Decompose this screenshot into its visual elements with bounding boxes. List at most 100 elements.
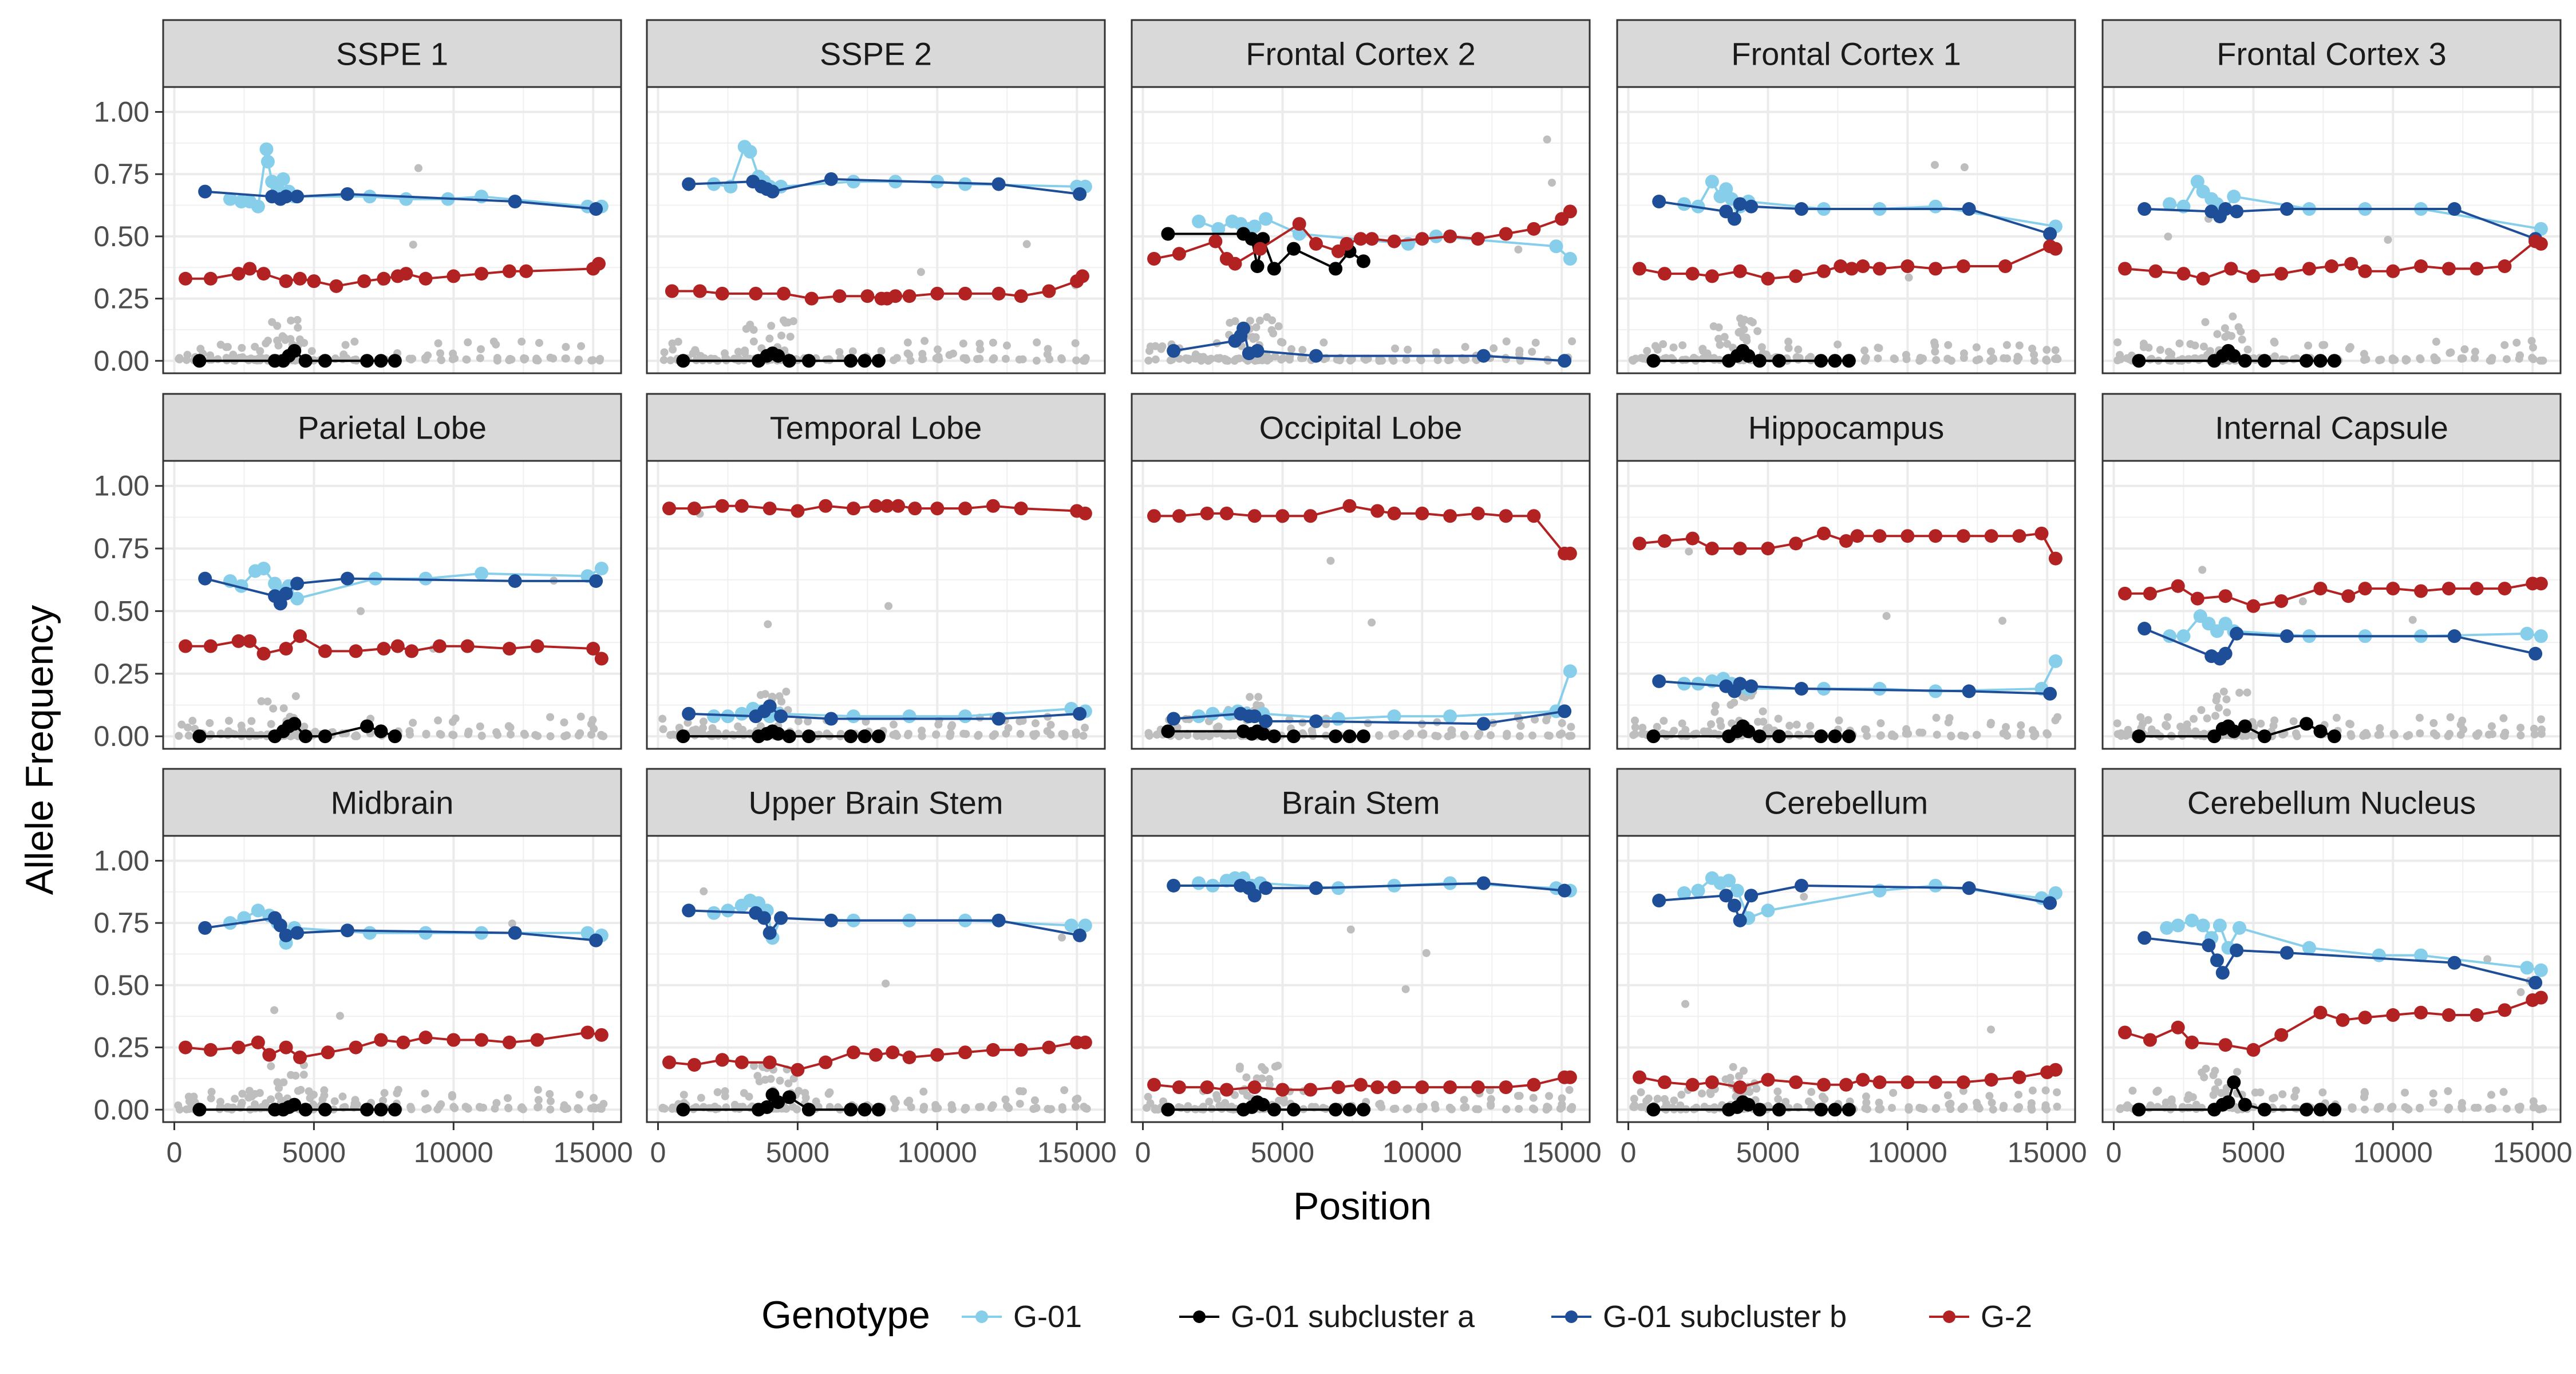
background-point <box>1931 1104 1940 1113</box>
background-point <box>1860 357 1869 365</box>
background-point <box>1662 1100 1670 1108</box>
data-point-g01 <box>2048 654 2063 668</box>
data-point-g01-subcluster-b <box>1247 709 1262 724</box>
background-point <box>534 1103 542 1112</box>
data-point-g01-subcluster-a <box>1356 254 1370 269</box>
data-point-g2 <box>2148 264 2163 278</box>
background-point <box>1059 730 1068 739</box>
data-point-g01 <box>1929 878 1943 893</box>
data-point-g2 <box>1901 259 1915 274</box>
background-point <box>1709 1104 1717 1113</box>
background-point <box>2512 338 2521 347</box>
background-point <box>2028 344 2037 353</box>
data-point-g01-subcluster-b <box>589 933 603 947</box>
background-point <box>475 1103 484 1111</box>
data-point-g01 <box>1206 706 1220 721</box>
data-point-g2 <box>243 262 257 276</box>
data-point-g01-subcluster-a <box>760 1100 774 1114</box>
data-point-g01 <box>1691 883 1705 898</box>
background-point <box>2516 731 2525 740</box>
background-point <box>1417 356 1425 365</box>
facet-strip <box>646 393 1106 462</box>
background-point <box>267 720 275 728</box>
data-point-g01-subcluster-a <box>2327 1103 2341 1117</box>
data-point-g01-subcluster-a <box>2300 717 2314 731</box>
data-point-g01-subcluster-b <box>991 913 1006 927</box>
background-point <box>489 337 498 346</box>
panel-border <box>2101 460 2562 750</box>
data-point-g2 <box>1014 502 1028 516</box>
data-point-g2 <box>665 284 679 298</box>
data-point-g2 <box>1789 536 1803 551</box>
data-point-g2 <box>2313 582 2328 596</box>
data-point-g2 <box>1387 1080 1401 1095</box>
panel-background <box>1132 87 1590 373</box>
background-point <box>257 697 266 705</box>
background-point <box>1080 356 1088 365</box>
data-point-g2 <box>1303 509 1318 523</box>
data-point-g01-subcluster-b <box>2043 686 2057 701</box>
data-point-g01-subcluster-b <box>1073 706 1087 721</box>
data-point-g2 <box>1219 1083 1234 1097</box>
data-point-g2 <box>958 502 973 516</box>
background-point <box>1251 334 1260 342</box>
background-point <box>1515 1092 1524 1100</box>
data-point-g01-subcluster-a <box>871 729 886 744</box>
background-point <box>920 337 929 345</box>
background-point <box>659 356 668 364</box>
background-point <box>2113 356 2122 365</box>
background-point <box>2042 729 2051 737</box>
data-point-g01-subcluster-a <box>1342 1103 1357 1117</box>
background-point <box>1516 721 1525 730</box>
background-point <box>1515 1104 1523 1113</box>
facet-strip-label: Upper Brain Stem <box>748 785 1003 821</box>
background-point <box>207 1088 216 1096</box>
background-point <box>658 714 667 723</box>
background-point <box>1794 345 1803 354</box>
data-point-g2 <box>734 1055 749 1069</box>
background-point <box>2144 716 2152 724</box>
background-point <box>2376 731 2384 739</box>
data-point-g01 <box>2171 918 2185 933</box>
panel-background <box>1617 87 2075 373</box>
background-point <box>279 1078 288 1087</box>
background-point <box>713 1088 722 1096</box>
data-point-g2 <box>902 289 916 303</box>
background-point <box>1905 273 1913 282</box>
data-point-g01 <box>734 706 749 721</box>
data-point-g01-subcluster-b <box>2279 202 2294 216</box>
data-point-g01-subcluster-a <box>287 344 302 358</box>
background-point <box>448 355 457 364</box>
x-tick-label: 0 <box>1135 1136 1151 1168</box>
background-point <box>433 1105 442 1114</box>
background-point <box>2122 732 2131 740</box>
background-point <box>2154 1087 2162 1095</box>
background-point <box>1986 357 1994 365</box>
background-point <box>1166 356 1175 365</box>
data-point-g01 <box>721 903 735 918</box>
facet-strip <box>1131 19 1591 88</box>
data-point-g2 <box>2274 267 2289 281</box>
background-point <box>188 717 197 725</box>
background-point <box>1947 732 1955 740</box>
background-point <box>1419 731 1428 739</box>
background-point <box>2163 713 2172 721</box>
background-point <box>699 717 708 726</box>
background-point <box>505 354 514 363</box>
background-point <box>2051 716 2060 725</box>
background-point <box>1298 718 1307 727</box>
background-point <box>2214 704 2223 712</box>
background-point <box>1874 354 1882 362</box>
background-point <box>2530 724 2538 733</box>
background-point <box>1416 1105 1424 1114</box>
background-point <box>1057 933 1066 942</box>
background-point <box>2318 341 2327 349</box>
data-point-g2 <box>2185 1035 2199 1049</box>
data-point-g01-subcluster-a <box>360 719 374 733</box>
background-point <box>577 342 586 350</box>
background-point <box>1231 317 1239 326</box>
background-point <box>1785 721 1794 730</box>
data-point-g01-subcluster-b <box>1476 876 1491 890</box>
background-point <box>1651 342 1660 350</box>
data-point-g2 <box>846 1045 860 1060</box>
